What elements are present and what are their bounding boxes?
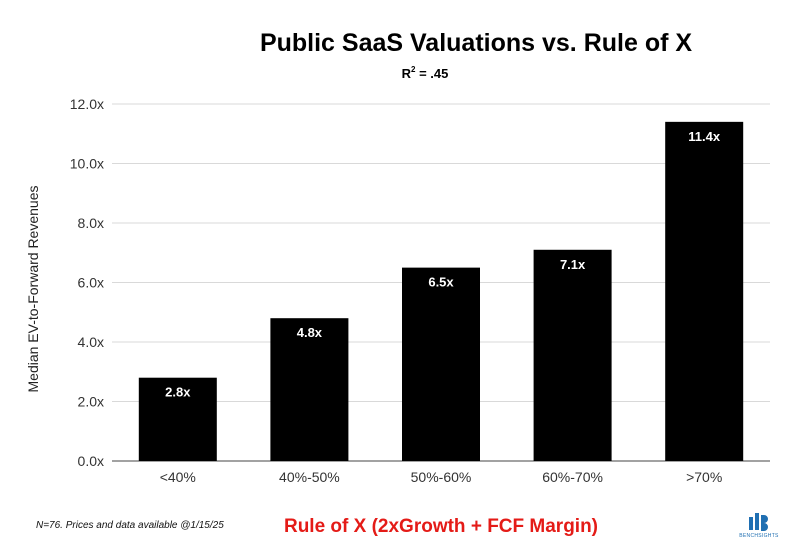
bar (138, 377, 217, 461)
logo-bar-1 (749, 517, 753, 530)
bars: 2.8x 4.8x 6.5x 7.1x 11.4x (138, 121, 744, 461)
x-tick-label: >70% (686, 469, 722, 485)
y-axis-ticks: 0.0x 2.0x 4.0x 6.0x 8.0x 10.0x 12.0x (70, 96, 104, 469)
bar-data-label: 6.5x (428, 275, 454, 290)
bar-data-label: 7.1x (560, 257, 586, 272)
y-tick-label: 2.0x (78, 394, 104, 410)
subtitle-rest: = .45 (415, 66, 448, 81)
x-tick-label: 60%-70% (542, 469, 603, 485)
bar-data-label: 4.8x (297, 325, 323, 340)
bar (270, 318, 349, 461)
bar-data-label: 2.8x (165, 385, 191, 400)
y-axis-label: Median EV-to-Forward Revenues (25, 186, 41, 393)
x-axis-ticks: <40% 40%-50% 50%-60% 60%-70% >70% (160, 469, 723, 485)
y-tick-label: 12.0x (70, 96, 104, 112)
logo-b-shape (761, 515, 768, 531)
y-tick-label: 0.0x (78, 453, 104, 469)
footnote: N=76. Prices and data available @1/15/25 (36, 520, 224, 531)
x-tick-label: 50%-60% (411, 469, 472, 485)
brand-name: BENCHSIGHTS (739, 533, 779, 539)
x-tick-label: <40% (160, 469, 196, 485)
x-axis-label: Rule of X (2xGrowth + FCF Margin) (284, 516, 598, 537)
chart-subtitle: R2 = .45 (402, 65, 449, 81)
chart-title: Public SaaS Valuations vs. Rule of X (260, 29, 692, 57)
bar-data-label: 11.4x (688, 129, 721, 144)
logo-bar-2 (755, 513, 759, 530)
brand-logo: BENCHSIGHTS (739, 513, 779, 539)
subtitle-base: R (402, 66, 412, 81)
y-tick-label: 4.0x (78, 334, 104, 350)
y-tick-label: 8.0x (78, 215, 104, 231)
bar (533, 249, 612, 461)
y-tick-label: 10.0x (70, 156, 104, 172)
x-tick-label: 40%-50% (279, 469, 340, 485)
bar (665, 121, 744, 461)
subtitle-superscript: 2 (411, 65, 416, 74)
y-tick-label: 6.0x (78, 275, 104, 291)
bar (402, 267, 480, 461)
